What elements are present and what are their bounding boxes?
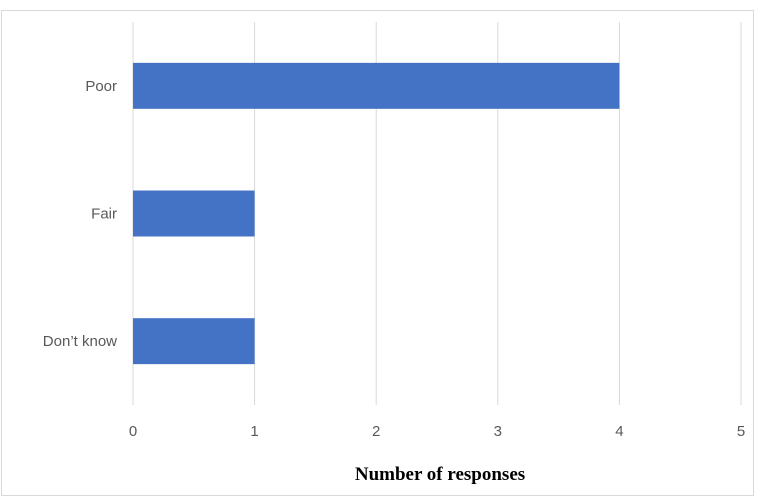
bars xyxy=(133,62,620,365)
x-tick-label: 5 xyxy=(737,423,745,440)
x-tick-label: 1 xyxy=(250,423,258,440)
x-tick-label: 0 xyxy=(129,423,137,440)
x-tick-label: 3 xyxy=(494,423,502,440)
x-tick-label: 4 xyxy=(615,423,623,440)
bar-1 xyxy=(133,190,255,237)
category-label: Don’t know xyxy=(43,333,117,350)
category-label: Poor xyxy=(85,78,117,95)
bar-2 xyxy=(133,318,255,365)
category-label: Fair xyxy=(91,206,117,223)
x-tick-label: 2 xyxy=(372,423,380,440)
category-labels: Poor Fair Don’t know xyxy=(43,78,117,350)
x-tick-labels: 0 1 2 3 4 5 xyxy=(129,423,745,440)
bar-0 xyxy=(133,62,620,109)
x-axis-title: Number of responses xyxy=(355,464,525,485)
